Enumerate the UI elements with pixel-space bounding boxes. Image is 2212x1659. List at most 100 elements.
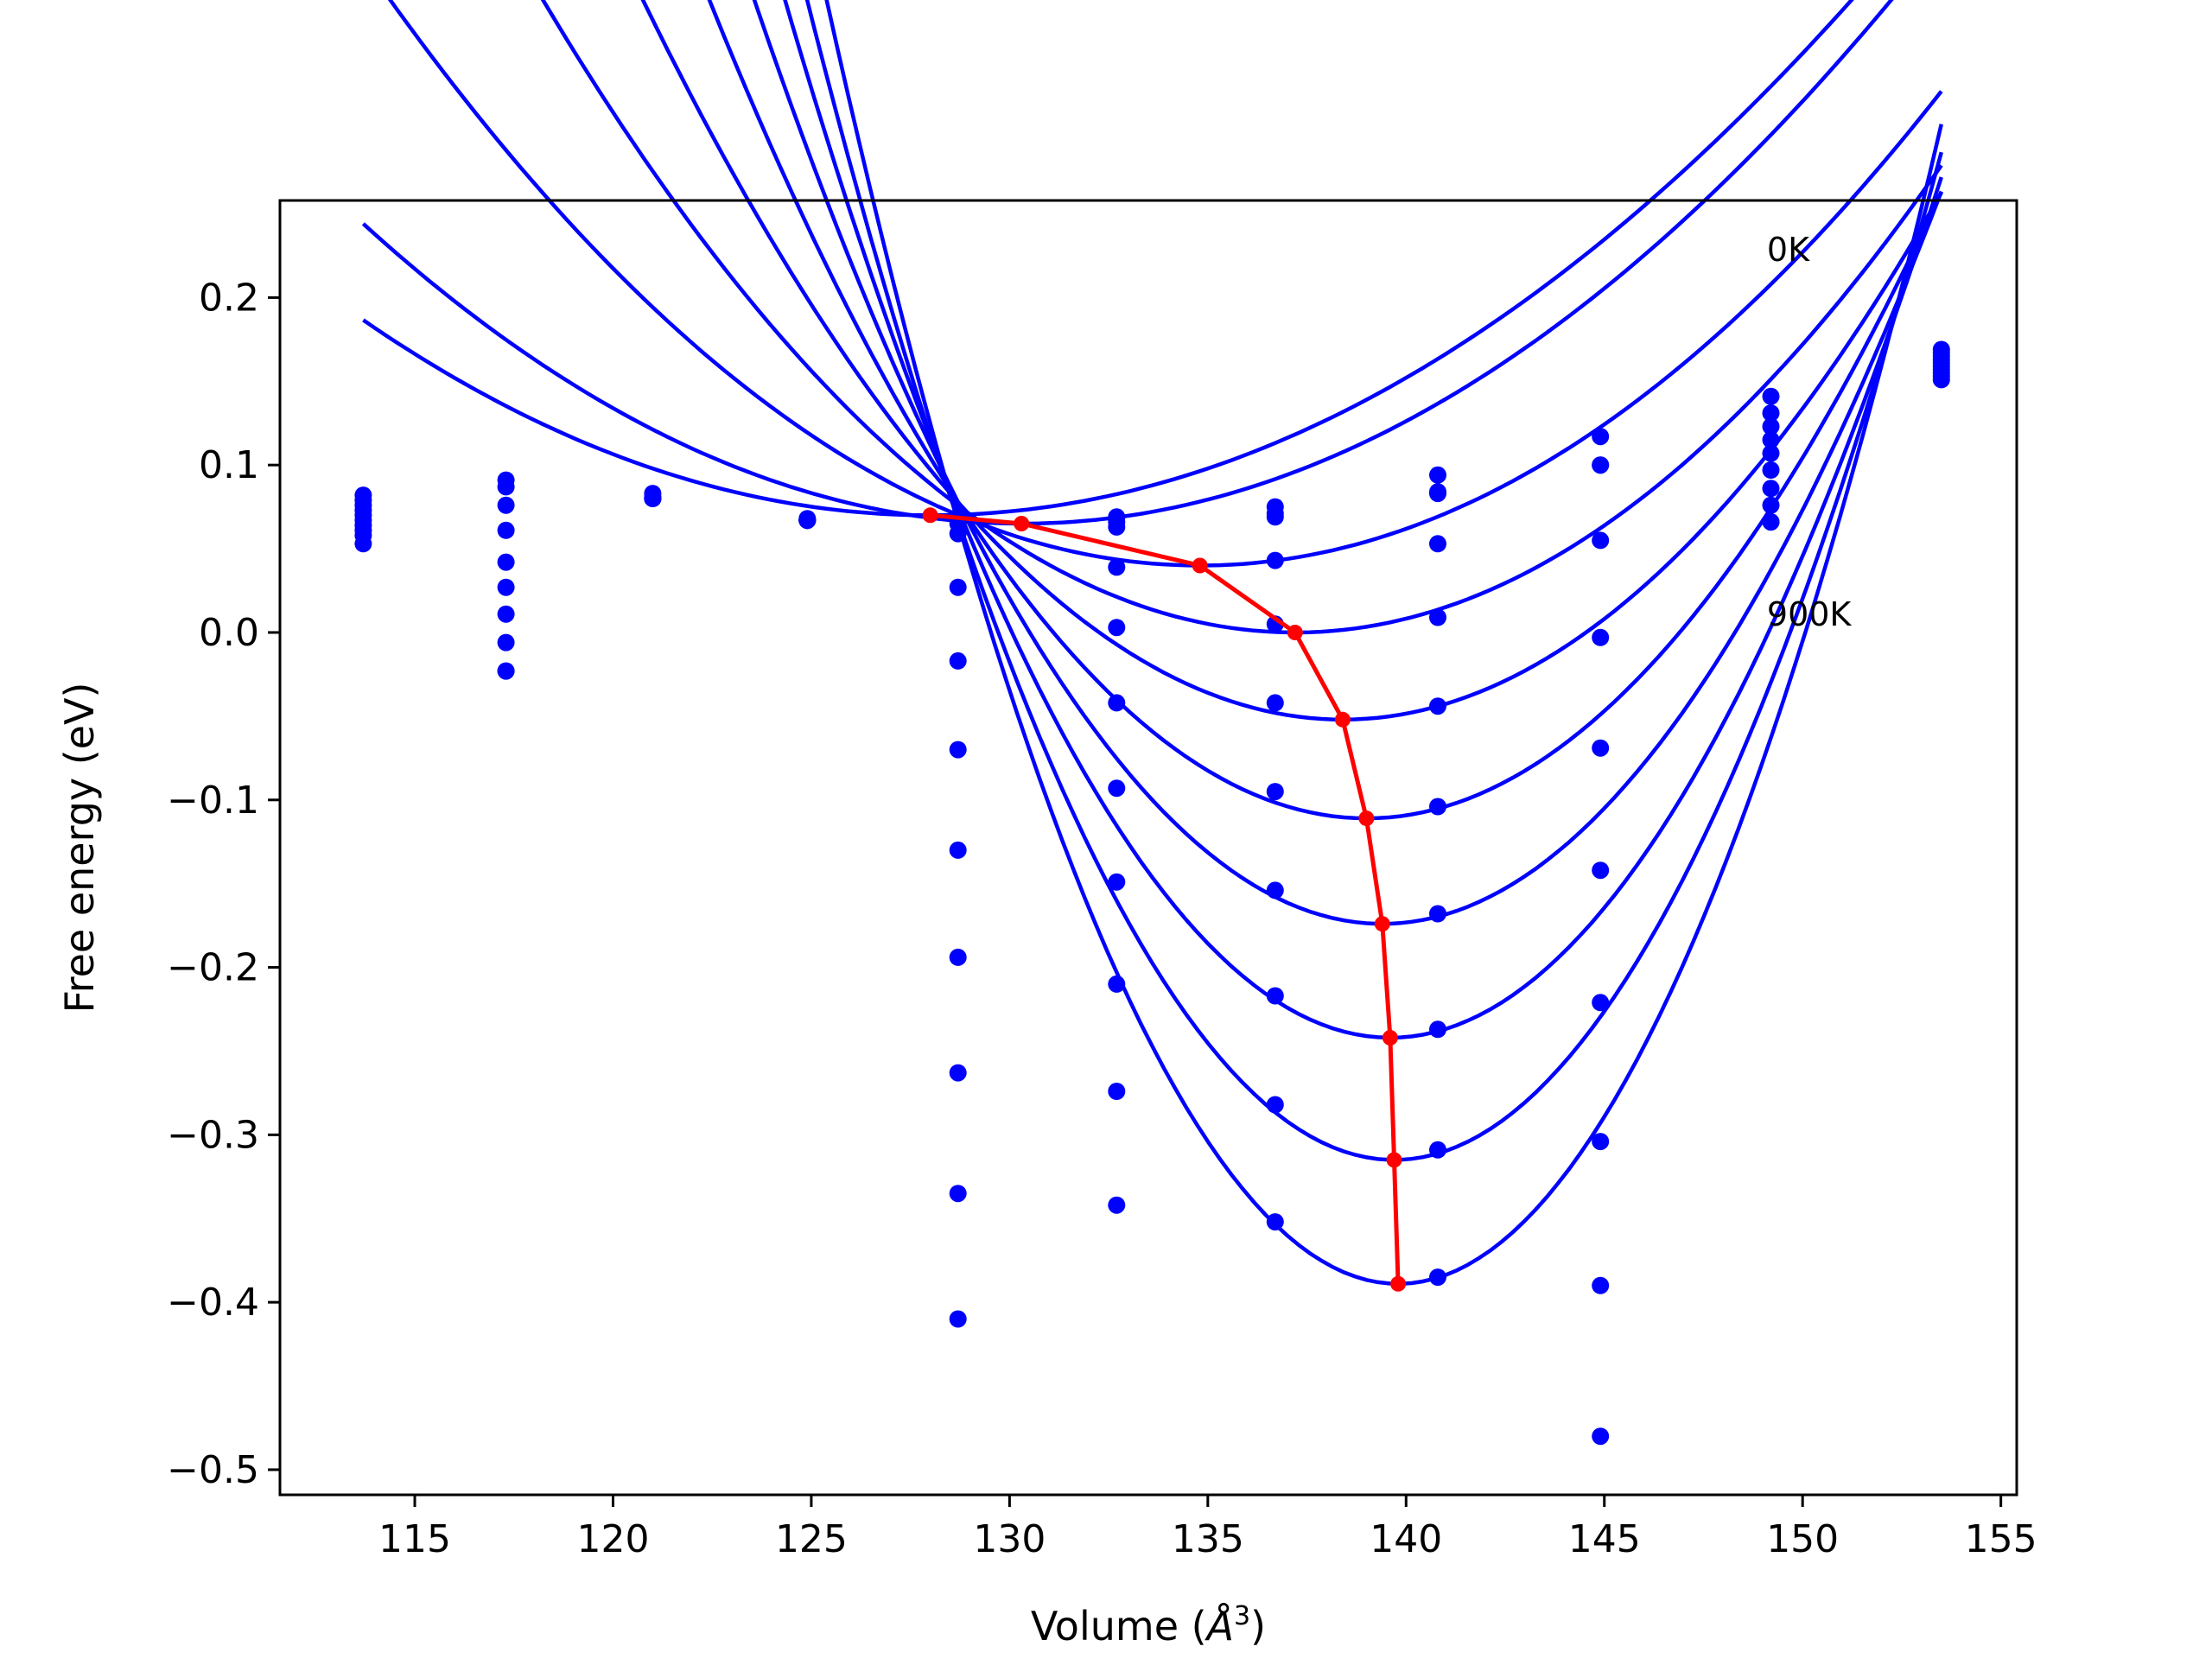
data-point [1266, 987, 1284, 1005]
minimum-point [1386, 1152, 1402, 1168]
data-point [949, 578, 967, 596]
fit-curve [707, 0, 1943, 821]
data-point [1108, 873, 1126, 891]
data-point [1429, 798, 1446, 816]
data-point [949, 1185, 967, 1203]
data-point [497, 478, 515, 496]
y-tick-label: −0.5 [167, 1448, 259, 1492]
data-point [497, 662, 515, 680]
fit-curve [387, 0, 1943, 568]
data-point [1429, 905, 1446, 923]
minimum-point [1382, 1030, 1398, 1046]
x-tick-label: 140 [1370, 1517, 1442, 1561]
data-point [1592, 456, 1610, 474]
y-tick-label: −0.2 [167, 946, 259, 990]
y-axis-label: Free energy (eV) [56, 683, 103, 1014]
y-axis-ticks: 0.2 0.1 0.0 −0.1 −0.2 −0.3 −0.4 −0.5 [167, 276, 280, 1492]
fit-curves [361, 0, 1943, 1287]
data-point [1762, 387, 1780, 405]
minimum-point [1390, 1275, 1407, 1292]
fit-curve [362, 0, 1854, 518]
data-point [1762, 496, 1780, 514]
data-point [1592, 1427, 1610, 1446]
minimum-point [1334, 711, 1351, 728]
data-point [1108, 1196, 1126, 1214]
data-point [1762, 461, 1780, 479]
data-point [1108, 619, 1126, 637]
y-tick-label: −0.4 [167, 1281, 259, 1325]
data-point [949, 741, 967, 759]
y-tick-label: 0.2 [199, 276, 259, 320]
minimum-point [1374, 916, 1390, 932]
data-point [1762, 480, 1780, 498]
x-tick-label: 135 [1172, 1517, 1244, 1561]
data-point [497, 633, 515, 652]
data-point [1932, 371, 1950, 389]
data-point [1108, 558, 1126, 576]
data-point [1762, 404, 1780, 423]
y-tick-label: −0.3 [167, 1113, 259, 1157]
x-tick-label: 120 [576, 1517, 649, 1561]
data-point [1266, 508, 1284, 526]
data-point [1108, 518, 1126, 536]
temperature-annotation: 900K [1767, 595, 1853, 633]
fit-curve [540, 0, 1943, 635]
data-point [1429, 535, 1446, 553]
data-point [949, 1064, 967, 1082]
x-axis-label: Volume (Å3) [1031, 1601, 1266, 1649]
data-points [354, 340, 1950, 1446]
data-point [949, 524, 967, 543]
data-point [1108, 975, 1126, 993]
data-point [1266, 694, 1284, 712]
fit-curve [824, 0, 1943, 1287]
data-point [1108, 1083, 1126, 1100]
y-tick-label: 0.1 [199, 443, 259, 487]
data-point [497, 605, 515, 623]
data-point [798, 512, 817, 530]
x-tick-label: 130 [973, 1517, 1046, 1561]
fit-curve [783, 0, 1943, 1040]
minimum-energy-path [922, 507, 1407, 1292]
minimum-point [1358, 810, 1375, 827]
data-point [1592, 428, 1610, 446]
minimum-point [1287, 625, 1303, 640]
x-tick-label: 145 [1568, 1517, 1641, 1561]
data-point [1762, 431, 1780, 449]
data-point [949, 1310, 967, 1328]
data-point [1592, 628, 1610, 646]
x-tick-label: 115 [378, 1517, 451, 1561]
data-point [1592, 1276, 1610, 1294]
data-point [497, 578, 515, 596]
data-point [1266, 783, 1284, 801]
data-point [644, 489, 662, 507]
data-point [1592, 1133, 1610, 1151]
data-point [1429, 1141, 1446, 1159]
x-tick-label: 125 [775, 1517, 848, 1561]
data-point [1762, 417, 1780, 435]
data-point [949, 948, 967, 966]
fit-curve [361, 0, 1894, 526]
plot-frame [278, 199, 2018, 1497]
data-point [497, 521, 515, 539]
data-point [1108, 694, 1126, 712]
data-point [1429, 466, 1446, 484]
annotations: 0K 900K [1767, 231, 1853, 633]
minimum-point [922, 507, 938, 524]
fit-curve [640, 0, 1943, 721]
data-point [354, 535, 372, 553]
data-point [1762, 444, 1780, 462]
data-point [1592, 531, 1610, 550]
x-tick-label: 150 [1766, 1517, 1839, 1561]
data-point [1266, 1213, 1284, 1231]
data-point [1592, 739, 1610, 757]
data-point [1592, 861, 1610, 880]
data-point [1429, 485, 1446, 503]
data-point [949, 841, 967, 859]
data-point [949, 652, 967, 670]
data-point [497, 496, 515, 514]
minimum-point [1192, 557, 1208, 574]
data-point [1762, 513, 1780, 531]
y-tick-label: −0.1 [167, 779, 259, 823]
data-point [497, 553, 515, 571]
